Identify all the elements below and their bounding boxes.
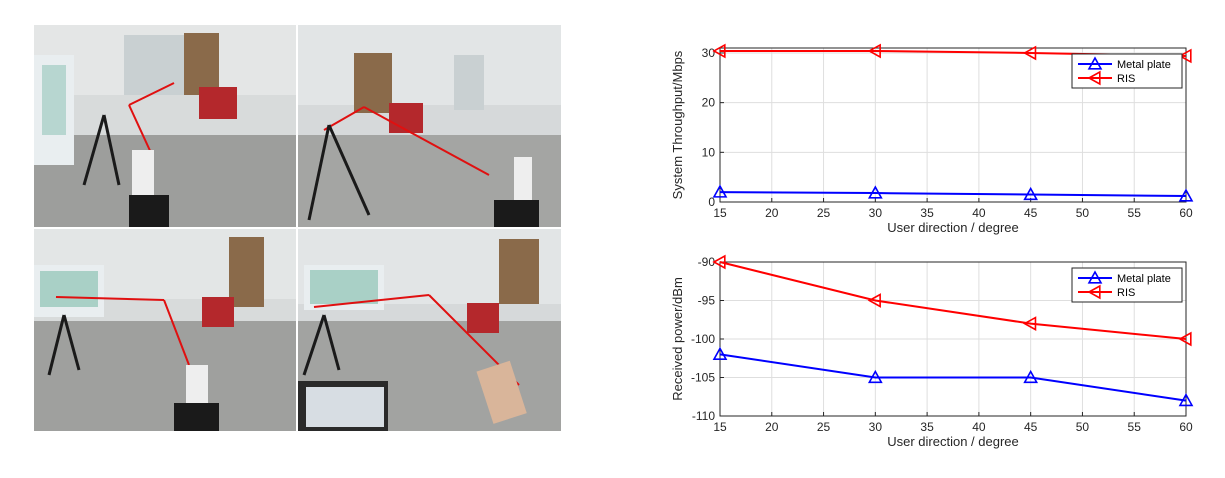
x-tick-label: 30 — [869, 420, 883, 434]
y-axis-label: System Throughput/Mbps — [670, 50, 685, 199]
photo-top-right — [298, 25, 561, 227]
data-point — [867, 293, 881, 308]
y-tick-label: 0 — [708, 195, 715, 209]
x-tick-label: 25 — [817, 420, 831, 434]
y-tick-label: 20 — [702, 96, 716, 110]
x-tick-label: 55 — [1128, 206, 1142, 220]
legend-marker — [1087, 56, 1103, 70]
x-axis-label: User direction / degree — [887, 220, 1019, 235]
y-tick-label: 30 — [702, 46, 716, 60]
plot-frame — [719, 47, 1187, 203]
x-tick-label: 45 — [1024, 206, 1038, 220]
x-tick-label: 15 — [713, 206, 727, 220]
y-tick-label: -105 — [691, 371, 715, 385]
series-line-1 — [719, 261, 1187, 340]
x-tick-label: 35 — [920, 206, 934, 220]
data-point — [712, 254, 726, 270]
data-point — [867, 43, 881, 59]
y-tick-label: -110 — [692, 409, 715, 423]
photo-top-left — [34, 25, 296, 227]
series-line-0 — [719, 191, 1187, 198]
y-tick-label: 10 — [702, 145, 716, 159]
photo-grid-svg — [34, 25, 561, 431]
legend-label: Metal plate — [1117, 273, 1171, 285]
data-point — [1178, 188, 1194, 202]
photo-bottom-left — [34, 229, 296, 431]
data-point — [712, 43, 726, 59]
x-tick-label: 35 — [920, 420, 934, 434]
legend-box — [1071, 53, 1183, 89]
data-point — [1178, 392, 1194, 407]
x-tick-label: 60 — [1179, 206, 1193, 220]
x-tick-label: 50 — [1076, 206, 1090, 220]
data-point — [1023, 186, 1039, 201]
charts-svg: 15 20 25 30 35 40 45 50 55 60 0 10 20 30 Metal plate RI… — [670, 43, 1194, 449]
x-tick-label: 20 — [765, 206, 779, 220]
x-tick-label: 60 — [1179, 420, 1193, 434]
data-point — [1023, 45, 1037, 61]
data-point — [712, 184, 728, 198]
x-axis-label: User direction / degree — [887, 434, 1019, 449]
y-tick-label: -90 — [698, 255, 716, 269]
legend-marker — [1087, 70, 1101, 86]
y-tick-label: -100 — [691, 332, 715, 346]
x-tick-label: 25 — [817, 206, 831, 220]
x-tick-label: 50 — [1076, 420, 1090, 434]
data-point — [867, 369, 883, 384]
y-axis-label: Received power/dBm — [670, 277, 685, 401]
legend-marker — [1087, 284, 1101, 300]
legend-label: Metal plate — [1117, 59, 1171, 71]
photo-bottom-right — [298, 229, 561, 431]
data-point — [1178, 48, 1192, 64]
data-point — [1023, 316, 1037, 331]
data-point — [1023, 369, 1039, 384]
x-tick-label: 30 — [869, 206, 883, 220]
legend-label: RIS — [1117, 73, 1135, 85]
x-tick-label: 40 — [972, 420, 986, 434]
x-tick-label: 20 — [765, 420, 779, 434]
x-tick-label: 40 — [972, 206, 986, 220]
legend-marker — [1087, 270, 1103, 284]
measurement-photos — [34, 25, 561, 431]
charts-area: 15 20 25 30 35 40 45 50 55 60 0 10 20 30 Metal plate RI… — [660, 30, 1200, 465]
x-tick-label: 15 — [713, 420, 727, 434]
data-point — [712, 346, 728, 361]
x-tick-label: 45 — [1024, 420, 1038, 434]
data-point — [867, 185, 883, 199]
legend-label: RIS — [1117, 287, 1135, 299]
legend-box — [1071, 267, 1183, 303]
series-line-0 — [719, 353, 1187, 402]
data-point — [1178, 331, 1192, 347]
x-tick-label: 55 — [1128, 420, 1142, 434]
y-tick-label: -95 — [698, 294, 716, 308]
